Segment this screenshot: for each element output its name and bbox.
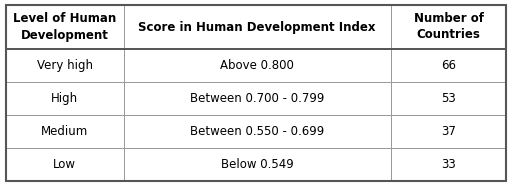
Bar xyxy=(123,5,391,49)
Text: High: High xyxy=(51,92,78,105)
Bar xyxy=(123,82,391,115)
Bar xyxy=(123,115,391,148)
Bar xyxy=(123,49,391,82)
Text: Number of
Countries: Number of Countries xyxy=(414,12,483,41)
Bar xyxy=(391,148,506,181)
Bar xyxy=(391,5,506,49)
Bar xyxy=(391,115,506,148)
Bar xyxy=(6,115,123,148)
Bar xyxy=(391,49,506,82)
Bar xyxy=(6,49,123,82)
Text: Between 0.550 - 0.699: Between 0.550 - 0.699 xyxy=(190,125,325,138)
Text: 53: 53 xyxy=(441,92,456,105)
Text: 37: 37 xyxy=(441,125,456,138)
Bar xyxy=(6,148,123,181)
Text: Between 0.700 - 0.799: Between 0.700 - 0.799 xyxy=(190,92,325,105)
Bar xyxy=(123,148,391,181)
Text: Very high: Very high xyxy=(37,59,93,72)
Bar xyxy=(6,5,123,49)
Text: 66: 66 xyxy=(441,59,456,72)
Text: Below 0.549: Below 0.549 xyxy=(221,158,293,171)
Text: Low: Low xyxy=(53,158,76,171)
Bar xyxy=(6,82,123,115)
Text: Medium: Medium xyxy=(41,125,89,138)
Text: Score in Human Development Index: Score in Human Development Index xyxy=(139,20,376,33)
Text: 33: 33 xyxy=(441,158,456,171)
Text: Above 0.800: Above 0.800 xyxy=(220,59,294,72)
Bar xyxy=(391,82,506,115)
Text: Level of Human
Development: Level of Human Development xyxy=(13,12,116,41)
